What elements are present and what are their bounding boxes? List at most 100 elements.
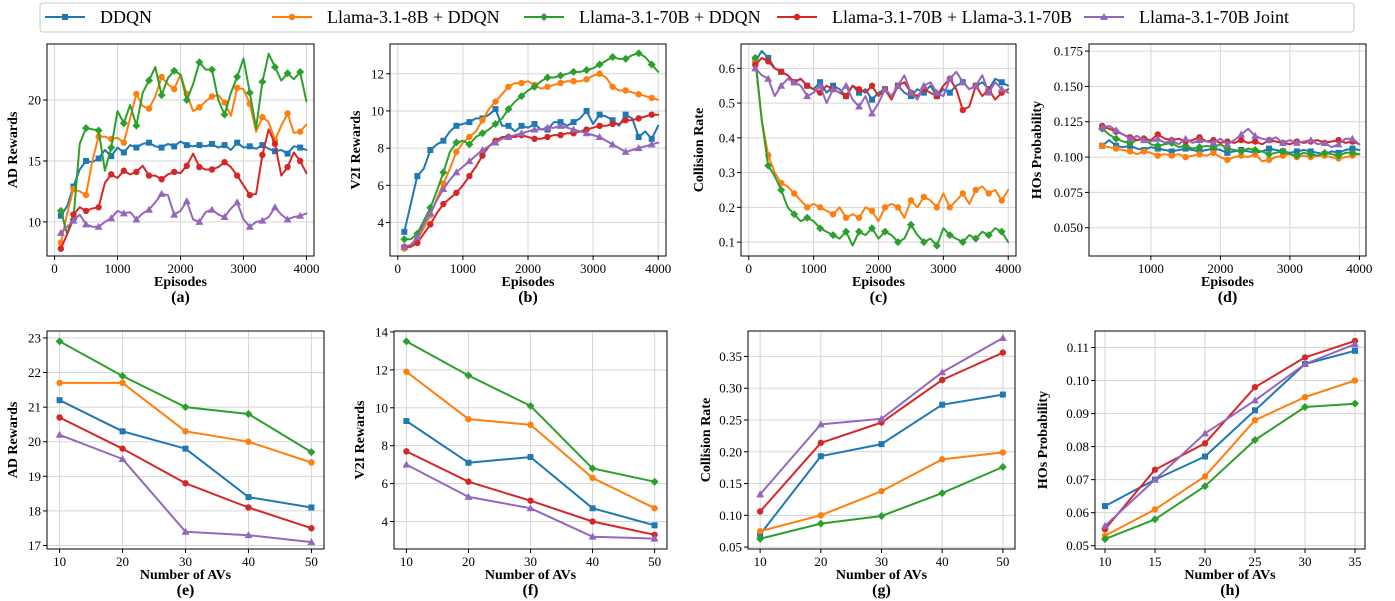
data-point: [95, 155, 102, 162]
data-point: [259, 142, 266, 149]
data-point: [107, 143, 116, 152]
data-point: [756, 528, 764, 535]
series-2: [403, 368, 658, 512]
y-tick-label: 17: [28, 538, 42, 553]
data-point: [570, 119, 577, 126]
panel-label: (b): [518, 289, 538, 306]
x-tick-label: 3000: [580, 261, 606, 276]
y-tick-label: 8: [382, 438, 389, 453]
data-point: [208, 166, 216, 173]
data-point: [478, 129, 487, 138]
x-tick-label: 10: [1099, 554, 1112, 569]
data-point: [570, 77, 577, 85]
x-tick-label: 4000: [995, 261, 1021, 276]
y-tick-label: 0.08: [1066, 439, 1089, 454]
data-point: [1101, 521, 1109, 529]
data-point: [596, 70, 603, 77]
data-point: [208, 140, 215, 147]
y-tick-label: 0.05: [1066, 538, 1089, 553]
series-line: [59, 52, 308, 236]
data-point: [803, 92, 812, 100]
data-point: [556, 121, 565, 129]
data-point: [530, 82, 539, 91]
data-point: [1237, 130, 1246, 138]
data-point: [221, 99, 228, 106]
legend-swatch-marker: [540, 13, 548, 21]
data-point: [414, 239, 421, 247]
data-point: [938, 489, 947, 498]
y-axis-label: HOs Probability: [1036, 391, 1051, 489]
x-tick-label: 50: [305, 554, 318, 569]
data-point: [119, 209, 128, 217]
data-point: [999, 349, 1007, 356]
data-point: [894, 204, 902, 211]
data-point: [427, 221, 434, 228]
data-point: [919, 238, 928, 247]
x-tick-label: 3000: [230, 261, 256, 276]
data-point: [56, 379, 63, 387]
data-point: [1252, 407, 1258, 414]
y-tick-label: 0.06: [1066, 505, 1089, 520]
data-point: [120, 139, 128, 146]
data-point: [868, 207, 876, 215]
data-point: [119, 379, 126, 387]
data-point: [1099, 142, 1106, 149]
series-2: [752, 58, 1010, 223]
data-point: [1224, 156, 1231, 164]
x-tick-label: 20: [462, 554, 475, 569]
x-tick-label: 10: [754, 554, 767, 569]
y-tick-label: 0.175: [1054, 44, 1083, 59]
data-point: [647, 140, 656, 148]
data-point: [920, 89, 927, 96]
data-point: [984, 88, 993, 96]
data-point: [1251, 151, 1259, 158]
series-line: [754, 56, 1010, 111]
data-point: [245, 88, 254, 97]
data-point: [907, 93, 914, 100]
y-tick-label: 0.2: [719, 200, 735, 215]
data-point: [842, 227, 851, 236]
series-line: [754, 60, 1010, 223]
data-point: [504, 132, 513, 140]
y-axis-label: AD Rewards: [6, 401, 21, 478]
series-2: [756, 449, 1007, 535]
data-point: [505, 122, 512, 129]
data-point: [492, 98, 499, 105]
y-tick-label: 0.050: [1054, 220, 1083, 235]
data-point: [1224, 149, 1231, 156]
y-tick-label: 14: [375, 324, 389, 339]
legend-item: Llama-3.1-8B + DDQN: [272, 7, 500, 27]
data-point: [296, 68, 305, 77]
data-point: [1140, 148, 1148, 155]
data-point: [932, 241, 941, 250]
data-point: [82, 191, 90, 199]
data-point: [621, 147, 630, 155]
data-point: [1334, 140, 1343, 148]
data-point: [751, 53, 760, 62]
y-tick-label: 0.05: [719, 540, 742, 555]
series-line: [1104, 343, 1356, 527]
data-point: [465, 157, 474, 165]
data-point: [881, 204, 889, 211]
data-point: [1151, 466, 1159, 473]
series-2: [401, 70, 660, 252]
data-point: [492, 106, 499, 113]
data-point: [464, 371, 473, 380]
x-axis-label: Number of AVs: [1184, 568, 1276, 583]
data-point: [946, 204, 954, 211]
data-point: [1279, 152, 1287, 159]
data-point: [220, 110, 229, 119]
axes-frame: [1088, 43, 1367, 257]
series-1: [401, 106, 660, 235]
data-point: [1201, 440, 1209, 447]
data-point: [1334, 151, 1343, 160]
panel-label: (a): [171, 289, 190, 306]
legend-swatch-marker: [62, 14, 68, 20]
x-tick-label: 1000: [105, 261, 131, 276]
data-point: [971, 234, 980, 243]
data-point: [958, 238, 967, 247]
y-tick-label: 23: [28, 330, 41, 345]
data-point: [651, 522, 658, 529]
data-point: [544, 133, 551, 141]
